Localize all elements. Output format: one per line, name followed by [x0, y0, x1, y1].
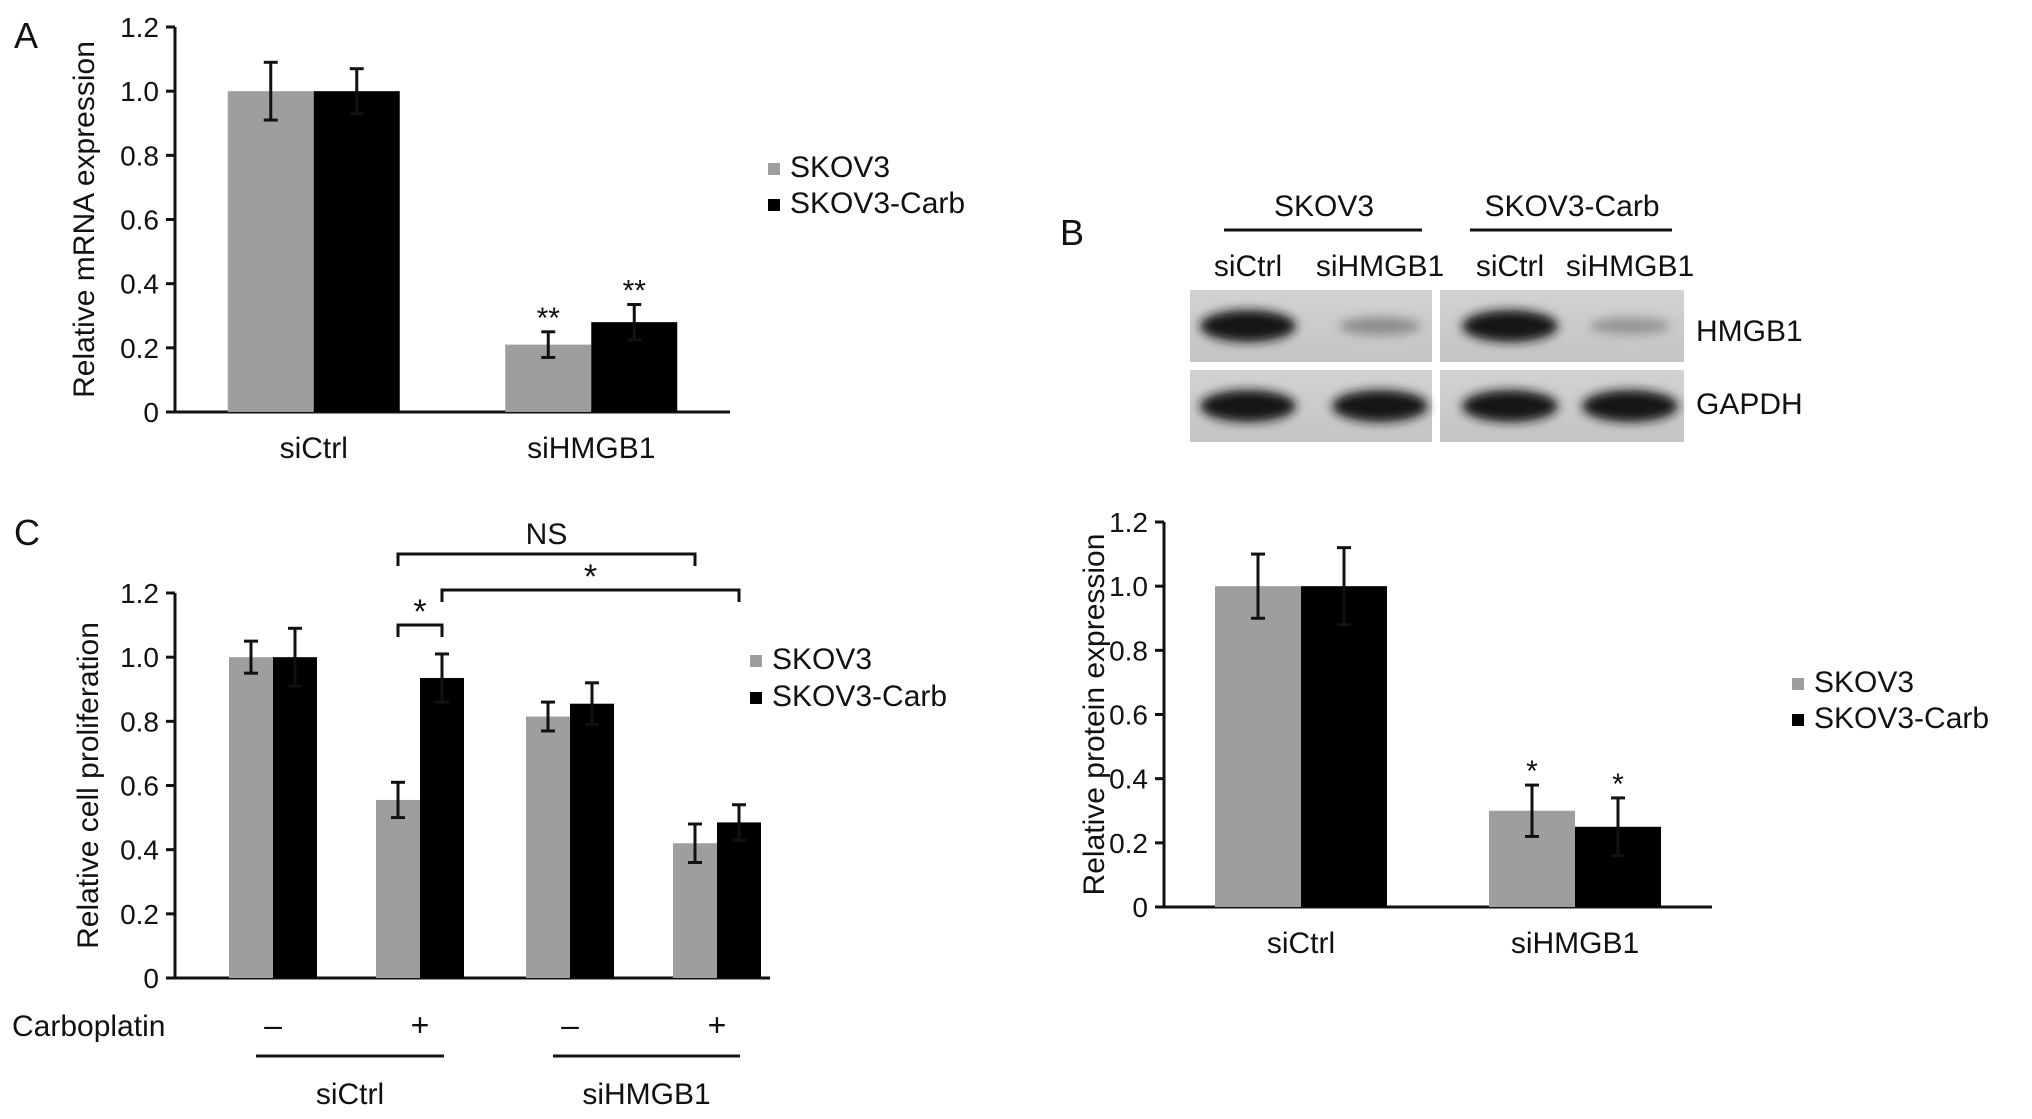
- chart-b-y-tick-label: 0: [1132, 892, 1148, 923]
- blot-bands: [1190, 290, 1684, 442]
- chart-b-y-tick-label: 0.2: [1109, 828, 1148, 859]
- chart-b-s2-bar: [1301, 586, 1387, 907]
- chart-c-legend-swatch: [750, 655, 762, 667]
- chart-b-y-axis-label: Relative protein expression: [1078, 534, 1111, 896]
- chart-c-comparison-bracket: [396, 552, 697, 566]
- blot-band-gapdh: [1462, 390, 1558, 422]
- chart-a-y-tick-label: 0.8: [120, 140, 159, 171]
- blot-band-gapdh: [1332, 390, 1428, 422]
- blot-group-label-skov3-carb: SKOV3-Carb: [1484, 190, 1659, 223]
- chart-b-s1-significance-mark: *: [1526, 755, 1538, 788]
- chart-c-carboplatin-sign: –: [561, 1007, 579, 1043]
- chart-c-y-tick-label: 0.2: [120, 899, 159, 930]
- blot-band-hmgb1: [1462, 310, 1558, 342]
- chart-b-legend-label: SKOV3-Carb: [1814, 702, 1989, 735]
- blot-band-hmgb1: [1589, 317, 1671, 335]
- chart-a-y-tick-label: 1.0: [120, 76, 159, 107]
- western-blot: SKOV3 SKOV3-Carb siCtrl siHMGB1 siCtrl s…: [1190, 190, 1803, 442]
- chart-c-comparison-label: *: [413, 593, 426, 631]
- chart-a-mrna-expression: 0 0.2 0.4 0.6 0.8 1.0 1.2 Relative mRNA express…: [68, 12, 965, 465]
- panel-label-a: A: [14, 15, 38, 56]
- chart-c-carboplatin-sign: +: [411, 1007, 430, 1043]
- chart-c-s2-bar: [273, 657, 317, 978]
- chart-c-carboplatin-sign: –: [264, 1007, 282, 1043]
- chart-c-s2-bar: [570, 703, 614, 978]
- chart-a-y-tick-label: 0.2: [120, 333, 159, 364]
- chart-c-comparison-label: *: [584, 558, 597, 596]
- chart-c-y-tick-label: 0: [143, 963, 159, 994]
- chart-a-y-tick-label: 0.6: [120, 205, 159, 236]
- chart-c-comparison-label: NS: [526, 518, 568, 551]
- chart-c-y-axis-label: Relative cell proliferation: [72, 622, 105, 949]
- panel-label-b: B: [1060, 212, 1084, 253]
- chart-a-s2-bar: [313, 91, 400, 413]
- blot-band-hmgb1: [1200, 310, 1296, 342]
- chart-c-s1-bar: [376, 799, 420, 978]
- blot-band-gapdh: [1200, 390, 1296, 422]
- chart-c-group-label: siCtrl: [316, 1078, 384, 1111]
- chart-c-legend-label: SKOV3-Carb: [772, 680, 947, 713]
- chart-a-legend-swatch: [768, 199, 780, 211]
- blot-lane-label-3: siCtrl: [1476, 250, 1544, 283]
- chart-c-carboplatin-sign: +: [708, 1007, 727, 1043]
- chart-c-legend-swatch: [750, 692, 762, 704]
- chart-c-y-tick-label: 1.0: [120, 642, 159, 673]
- chart-c-y-tick-label: 0.6: [120, 771, 159, 802]
- chart-a-y-tick-label: 1.2: [120, 12, 159, 43]
- blot-lane-label-1: siCtrl: [1214, 250, 1282, 283]
- chart-b-legend-swatch: [1792, 678, 1804, 690]
- blot-lane-label-4: siHMGB1: [1566, 250, 1694, 283]
- chart-c-s1-bar: [673, 843, 717, 978]
- chart-c-y-tick-label: 1.2: [120, 578, 159, 609]
- chart-c-s2-bar: [420, 678, 464, 978]
- chart-b-y-tick-label: 1.0: [1109, 571, 1148, 602]
- chart-a-x-tick-label: siCtrl: [280, 432, 348, 465]
- chart-c-comparison-bracket: [440, 588, 741, 602]
- chart-a-legend-label: SKOV3: [790, 151, 890, 184]
- chart-a-y-tick-label: 0: [143, 397, 159, 428]
- chart-b-x-tick-label: siCtrl: [1267, 927, 1335, 960]
- chart-c-group-label: siHMGB1: [582, 1078, 710, 1111]
- blot-band-gapdh: [1582, 390, 1678, 422]
- chart-a-legend-label: SKOV3-Carb: [790, 187, 965, 220]
- chart-c-s1-bar: [526, 716, 570, 978]
- chart-a-y-tick-label: 0.4: [120, 269, 159, 300]
- chart-a-s1-bar: [227, 91, 314, 413]
- chart-c-s2-bar: [717, 822, 761, 978]
- chart-b-x-tick-label: siHMGB1: [1511, 927, 1639, 960]
- panel-label-c: C: [14, 512, 40, 553]
- chart-a-legend-swatch: [768, 163, 780, 175]
- chart-b-y-tick-label: 0.4: [1109, 764, 1148, 795]
- chart-a-s2-significance-mark: **: [623, 275, 647, 308]
- chart-a-s1-significance-mark: **: [537, 302, 561, 335]
- chart-c-y-tick-label: 0.4: [120, 835, 159, 866]
- blot-protein-label-gapdh: GAPDH: [1696, 388, 1803, 421]
- chart-c-comparison-bracket: [396, 623, 444, 637]
- chart-b-legend-swatch: [1792, 714, 1804, 726]
- chart-a-y-axis-label: Relative mRNA expression: [68, 41, 101, 398]
- chart-c-cell-proliferation: 0 0.2 0.4 0.6 0.8 1.0 1.2 Relative cell prolife…: [12, 518, 947, 1111]
- chart-c-legend-label: SKOV3: [772, 643, 872, 676]
- chart-b-s1-bar: [1215, 586, 1301, 907]
- chart-b-s2-significance-mark: *: [1612, 768, 1624, 801]
- chart-a-x-tick-label: siHMGB1: [527, 432, 655, 465]
- blot-lane-label-2: siHMGB1: [1316, 250, 1444, 283]
- chart-b-y-tick-label: 1.2: [1109, 507, 1148, 538]
- chart-b-legend-label: SKOV3: [1814, 666, 1914, 699]
- blot-protein-label-hmgb1: HMGB1: [1696, 315, 1803, 348]
- chart-b-y-tick-label: 0.6: [1109, 700, 1148, 731]
- blot-group-label-skov3: SKOV3: [1274, 190, 1374, 223]
- blot-band-hmgb1: [1339, 317, 1421, 335]
- chart-c-row-label: Carboplatin: [12, 1010, 165, 1043]
- chart-c-y-tick-label: 0.8: [120, 706, 159, 737]
- chart-c-s1-bar: [229, 657, 273, 978]
- chart-b-y-tick-label: 0.8: [1109, 635, 1148, 666]
